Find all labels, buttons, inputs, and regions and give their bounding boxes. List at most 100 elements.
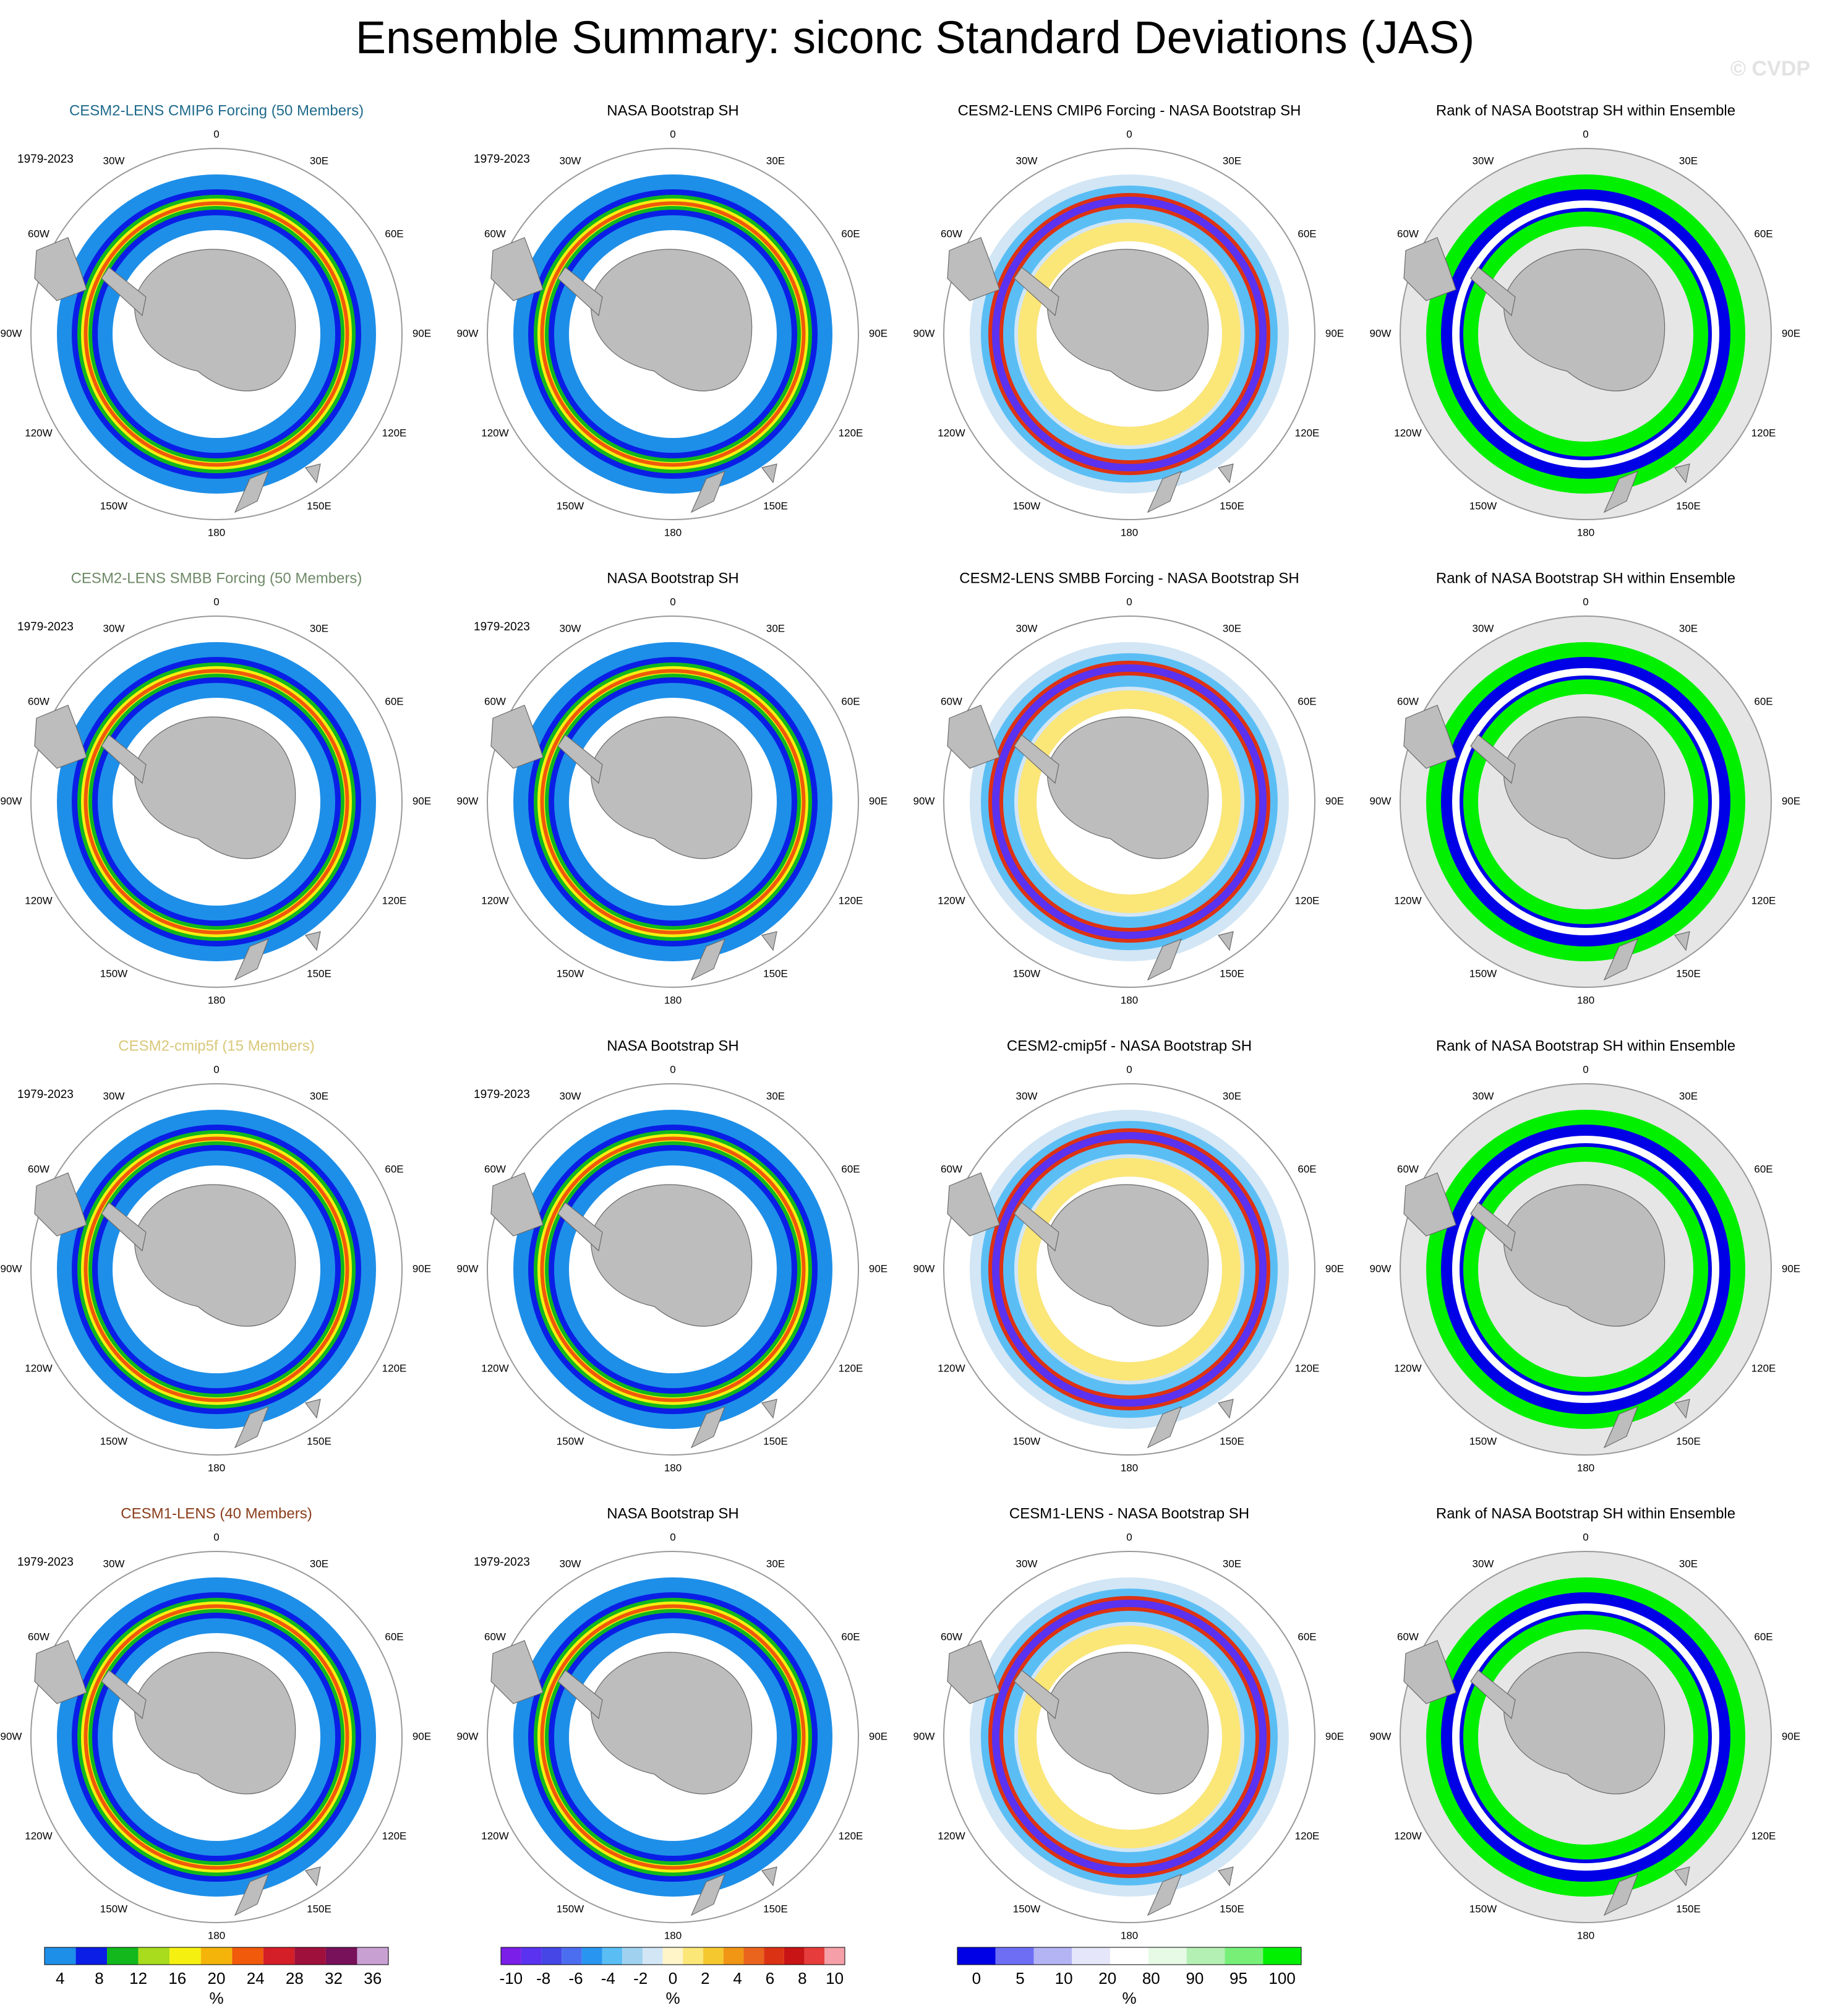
colorbar-swatch [1263,1947,1301,1965]
panel-title-diff: CESM2-LENS SMBB Forcing - NASA Bootstrap… [959,570,1299,586]
std-dev-field-band-1 [513,1577,832,1897]
longitude-label: 150W [100,1435,127,1447]
longitude-label: 120E [1751,1362,1776,1374]
new-zealand [690,1873,726,1916]
longitude-label: 180 [208,1462,225,1473]
colorbar-2: -10 -8 -6 -4 -2 0 2 4 6 8 10% [500,1947,845,2007]
panel-row1-rank: Rank of NASA Bootstrap SH within Ensembl… [1370,102,1801,538]
new-zealand [690,1405,726,1449]
colorbar-tick-label: -8 [536,1969,550,1988]
colorbar-tick-label: 24 [247,1969,265,1988]
panel-row2-model: CESM2-LENS SMBB Forcing (50 Members) 1979… [1,570,432,1006]
longitude-label: 0 [1126,596,1132,607]
longitude-label: 0 [670,1531,675,1543]
period-label: 1979-2023 [474,620,530,633]
longitude-label: 90W [1370,327,1392,339]
longitude-label: 180 [664,526,682,538]
colorbar-swatch [45,1947,76,1965]
new-zealand [690,470,726,513]
longitude-label: 120E [1751,1830,1776,1842]
panel-title-obs: NASA Bootstrap SH [607,102,738,119]
std-dev-field-band-1 [57,174,376,494]
longitude-label: 150E [1220,1435,1244,1447]
longitude-label: 30W [1016,1558,1038,1570]
longitude-label: 30E [766,155,785,167]
longitude-label: 150W [557,967,584,979]
longitude-label: 60E [385,228,403,239]
antarctic-peninsula [1014,1202,1059,1252]
colorbar-1: 4 8 12 16 20 24 28 32 36% [44,1947,389,2007]
colorbar-unit-label: % [209,1989,223,2007]
longitude-label: 180 [1121,526,1138,538]
longitude-label: 150E [1676,1903,1701,1915]
antarctica-landmass [1503,716,1665,859]
tasmania [1217,463,1234,484]
longitude-label: 60W [28,1631,49,1642]
longitude-label: 180 [664,1929,682,1941]
antarctica-landmass [134,716,296,859]
longitude-label: 180 [208,526,225,538]
panel-title-rank: Rank of NASA Bootstrap SH within Ensembl… [1436,102,1735,119]
longitude-label: 30E [1679,623,1698,635]
longitude-label: 90E [413,795,431,807]
colorbar-tick-label: 0 [669,1969,677,1988]
south-america-tip [1403,1172,1456,1237]
longitude-label: 120E [839,1362,863,1374]
rank-field-band-1 [1426,1577,1745,1897]
longitude-label: 90E [1325,327,1344,339]
panel-row2-diff: CESM2-LENS SMBB Forcing - NASA Bootstrap… [913,570,1345,1006]
longitude-label: 90E [1782,1263,1800,1274]
panel-row3-obs: NASA Bootstrap SH 1979-2023 0 30E 60E 90E 120E… [457,1037,888,1473]
antarctic-peninsula [557,1202,603,1252]
antarctic-peninsula [1470,1202,1516,1252]
antarctic-peninsula [101,1202,147,1252]
difference-field-band-1 [970,1110,1289,1429]
longitude-label: 180 [1577,994,1594,1006]
longitude-label: 120W [481,427,508,439]
longitude-label: 90W [457,1263,479,1274]
new-zealand [690,938,726,981]
longitude-label: 120E [382,894,407,906]
panel-title-model: CESM2-LENS CMIP6 Forcing (50 Members) [69,102,364,119]
longitude-label: 150E [307,1435,331,1447]
longitude-label: 0 [213,596,219,607]
tasmania [761,463,777,484]
antarctic-peninsula [1014,1670,1059,1720]
longitude-label: 150E [763,500,788,512]
longitude-label: 90W [913,1263,935,1274]
longitude-label: 120W [938,1830,965,1842]
longitude-label: 90W [1,795,22,807]
longitude-label: 60E [841,1163,860,1175]
longitude-label: 30W [1016,1091,1038,1102]
panel-title-obs: NASA Bootstrap SH [607,1505,738,1522]
panel-title-model: CESM2-LENS SMBB Forcing (50 Members) [71,570,362,586]
longitude-label: 60E [1754,228,1772,239]
longitude-label: 30E [310,1091,328,1102]
longitude-label: 180 [664,1462,682,1473]
period-label: 1979-2023 [17,1556,74,1569]
south-america-tip [34,237,87,301]
panel-row3-diff: CESM2-cmip5f - NASA Bootstrap SH 0 30E 60E 9… [913,1037,1345,1473]
longitude-label: 120W [1394,1362,1421,1374]
colorbar-swatch [357,1947,388,1965]
south-america-tip [34,1172,87,1237]
period-label: 1979-2023 [17,620,74,633]
difference-field-band-1 [970,174,1289,494]
longitude-label: 90W [1,1263,22,1274]
longitude-label: 60W [28,1163,49,1175]
antarctica-landmass [1046,1652,1209,1795]
period-label: 1979-2023 [474,1556,530,1569]
panel-row3-model: CESM2-cmip5f (15 Members) 1979-2023 0 30E 60… [1,1037,432,1473]
antarctica-landmass [134,1184,296,1327]
std-dev-field-band-1 [513,642,832,961]
longitude-label: 30E [1223,1091,1241,1102]
longitude-label: 150W [1469,500,1497,512]
colorbar-swatch [501,1947,521,1965]
longitude-label: 60E [1298,228,1316,239]
longitude-label: 90W [913,795,935,807]
antarctica-landmass [590,1184,753,1327]
colorbar-swatch [642,1947,663,1965]
longitude-label: 150W [100,500,127,512]
longitude-label: 120W [938,1362,965,1374]
